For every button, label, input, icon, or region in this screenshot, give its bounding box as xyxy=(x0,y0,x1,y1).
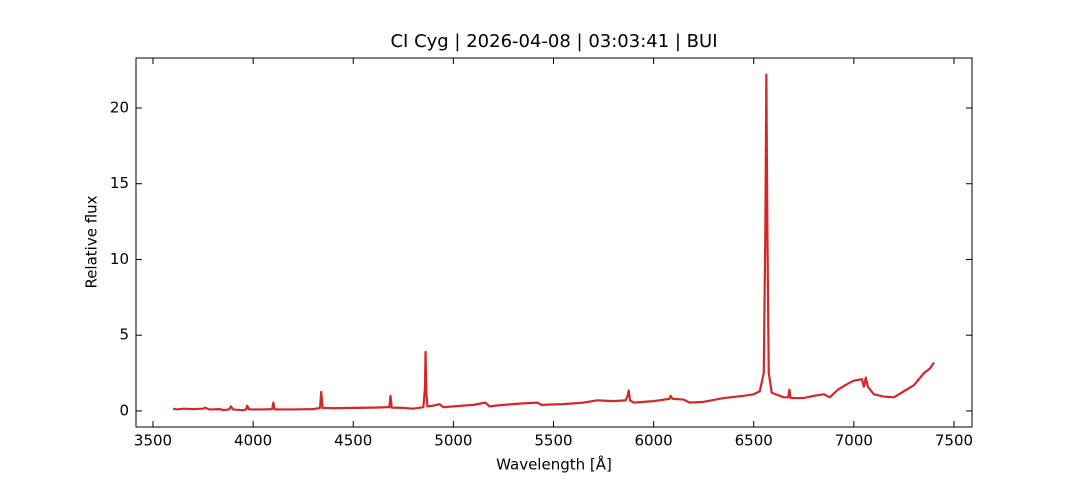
y-axis-label: Relative flux xyxy=(83,195,101,288)
x-tick-label: 5000 xyxy=(434,432,472,450)
x-tick-label: 4000 xyxy=(234,432,272,450)
plot-frame xyxy=(135,57,973,428)
x-tick-label: 5500 xyxy=(534,432,572,450)
y-tick-label: 15 xyxy=(110,174,129,192)
y-tick-label: 20 xyxy=(110,98,129,116)
y-tick-label: 5 xyxy=(119,326,129,344)
x-tick-label: 6500 xyxy=(735,432,773,450)
chart-title: CI Cyg | 2026-04-08 | 03:03:41 | BUI xyxy=(390,31,717,52)
x-tick-label: 7000 xyxy=(835,432,873,450)
x-tick-label: 3500 xyxy=(134,432,172,450)
y-tick-label: 0 xyxy=(119,401,129,419)
x-tick-label: 7500 xyxy=(935,432,973,450)
x-tick-label: 4500 xyxy=(334,432,372,450)
spectrum-line xyxy=(172,73,935,412)
x-axis-label: Wavelength [Å] xyxy=(496,455,612,474)
y-tick-label: 10 xyxy=(110,250,129,268)
x-tick-label: 6000 xyxy=(635,432,673,450)
